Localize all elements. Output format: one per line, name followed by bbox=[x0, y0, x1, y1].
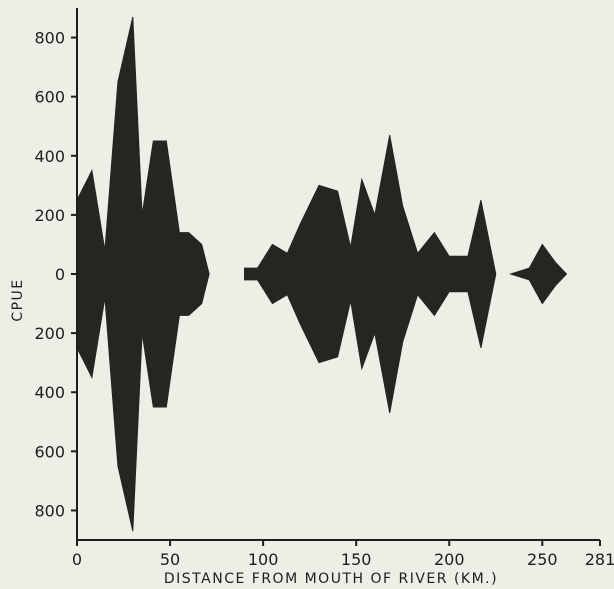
y-tick-label: 200 bbox=[34, 324, 65, 343]
y-tick-label: 200 bbox=[34, 206, 65, 225]
y-tick-label: 800 bbox=[34, 29, 65, 48]
x-tick-label: 281 bbox=[585, 550, 614, 569]
x-tick-label: 0 bbox=[72, 550, 82, 569]
x-tick-label: 150 bbox=[341, 550, 372, 569]
x-tick-label: 100 bbox=[248, 550, 279, 569]
y-tick-label: 600 bbox=[34, 442, 65, 461]
x-tick-label: 200 bbox=[434, 550, 465, 569]
axes: 800 600 400 200 0 200 400 600 800 0 50 100 150 200 250… bbox=[34, 8, 614, 569]
y-tick-label: 800 bbox=[34, 501, 65, 520]
kite-segment-2 bbox=[244, 135, 497, 413]
y-tick-label: 400 bbox=[34, 147, 65, 166]
x-tick-label: 50 bbox=[160, 550, 180, 569]
kite-segment-1 bbox=[76, 16, 210, 532]
y-tick-label: 0 bbox=[55, 265, 65, 284]
x-tick-label: 250 bbox=[527, 550, 558, 569]
x-axis-title: DISTANCE FROM MOUTH OF RIVER (KM.) bbox=[164, 571, 498, 587]
y-tick-label: 600 bbox=[34, 88, 65, 107]
plot-area bbox=[76, 16, 568, 532]
y-axis-title: CPUE bbox=[10, 278, 26, 321]
kite-segment-3 bbox=[509, 243, 568, 305]
y-tick-label: 400 bbox=[34, 383, 65, 402]
